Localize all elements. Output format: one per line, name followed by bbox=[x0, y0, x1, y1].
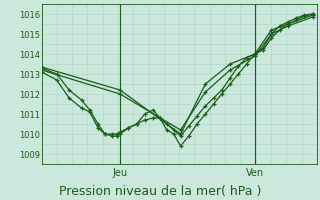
Text: Jeu: Jeu bbox=[112, 168, 128, 178]
Text: Ven: Ven bbox=[246, 168, 264, 178]
Text: Pression niveau de la mer( hPa ): Pression niveau de la mer( hPa ) bbox=[59, 185, 261, 198]
